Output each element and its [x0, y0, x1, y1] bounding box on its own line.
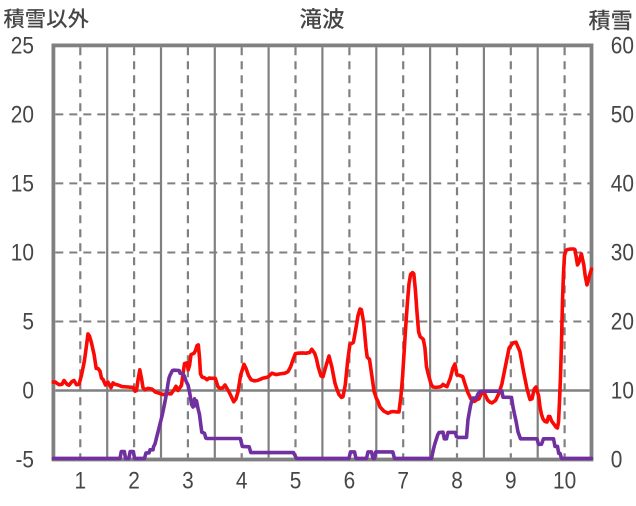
svg-text:2: 2	[128, 468, 140, 495]
svg-text:-5: -5	[16, 447, 35, 474]
svg-text:20: 20	[611, 309, 634, 336]
svg-text:0: 0	[611, 447, 623, 474]
svg-text:5: 5	[22, 309, 34, 336]
svg-text:0: 0	[22, 378, 34, 405]
svg-text:10: 10	[553, 468, 576, 495]
svg-text:30: 30	[611, 240, 634, 267]
svg-text:3: 3	[182, 468, 194, 495]
svg-text:20: 20	[11, 101, 34, 128]
svg-text:6: 6	[344, 468, 356, 495]
svg-text:1: 1	[75, 468, 87, 495]
svg-text:15: 15	[11, 170, 34, 197]
svg-text:8: 8	[451, 468, 463, 495]
svg-text:7: 7	[397, 468, 409, 495]
svg-text:5: 5	[290, 468, 302, 495]
svg-text:4: 4	[236, 468, 248, 495]
svg-text:25: 25	[11, 32, 34, 59]
svg-text:60: 60	[611, 32, 634, 59]
svg-text:50: 50	[611, 101, 634, 128]
svg-text:40: 40	[611, 170, 634, 197]
svg-text:10: 10	[611, 378, 634, 405]
svg-text:10: 10	[11, 240, 34, 267]
svg-text:9: 9	[505, 468, 517, 495]
